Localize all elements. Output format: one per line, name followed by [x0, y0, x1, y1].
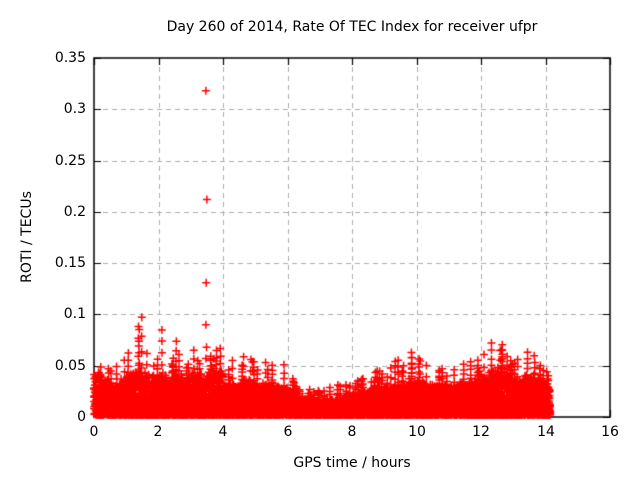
y-tick-label: 0.3 [63, 101, 86, 117]
x-tick-label: 4 [218, 424, 228, 440]
y-tick-label: 0.15 [54, 255, 86, 271]
x-tick-label: 12 [472, 424, 490, 440]
x-axis-label: GPS time / hours [293, 455, 411, 471]
x-tick-label: 14 [537, 424, 555, 440]
x-tick-label: 6 [283, 424, 293, 440]
x-tick-label: 10 [408, 424, 426, 440]
x-tick-label: 2 [153, 424, 163, 440]
y-tick-label: 0.05 [54, 358, 86, 374]
y-tick-label: 0.25 [54, 153, 86, 169]
y-tick-label: 0.1 [63, 306, 86, 322]
y-tick-label: 0.2 [63, 204, 86, 220]
x-tick-label: 8 [347, 424, 357, 440]
y-axis-label: ROTI / TECUs [19, 191, 35, 283]
y-tick-label: 0 [77, 409, 86, 425]
chart-title: Day 260 of 2014, Rate Of TEC Index for r… [166, 19, 538, 35]
x-tick-label: 16 [601, 424, 619, 440]
y-tick-label: 0.35 [54, 50, 86, 66]
x-tick-label: 0 [89, 424, 99, 440]
